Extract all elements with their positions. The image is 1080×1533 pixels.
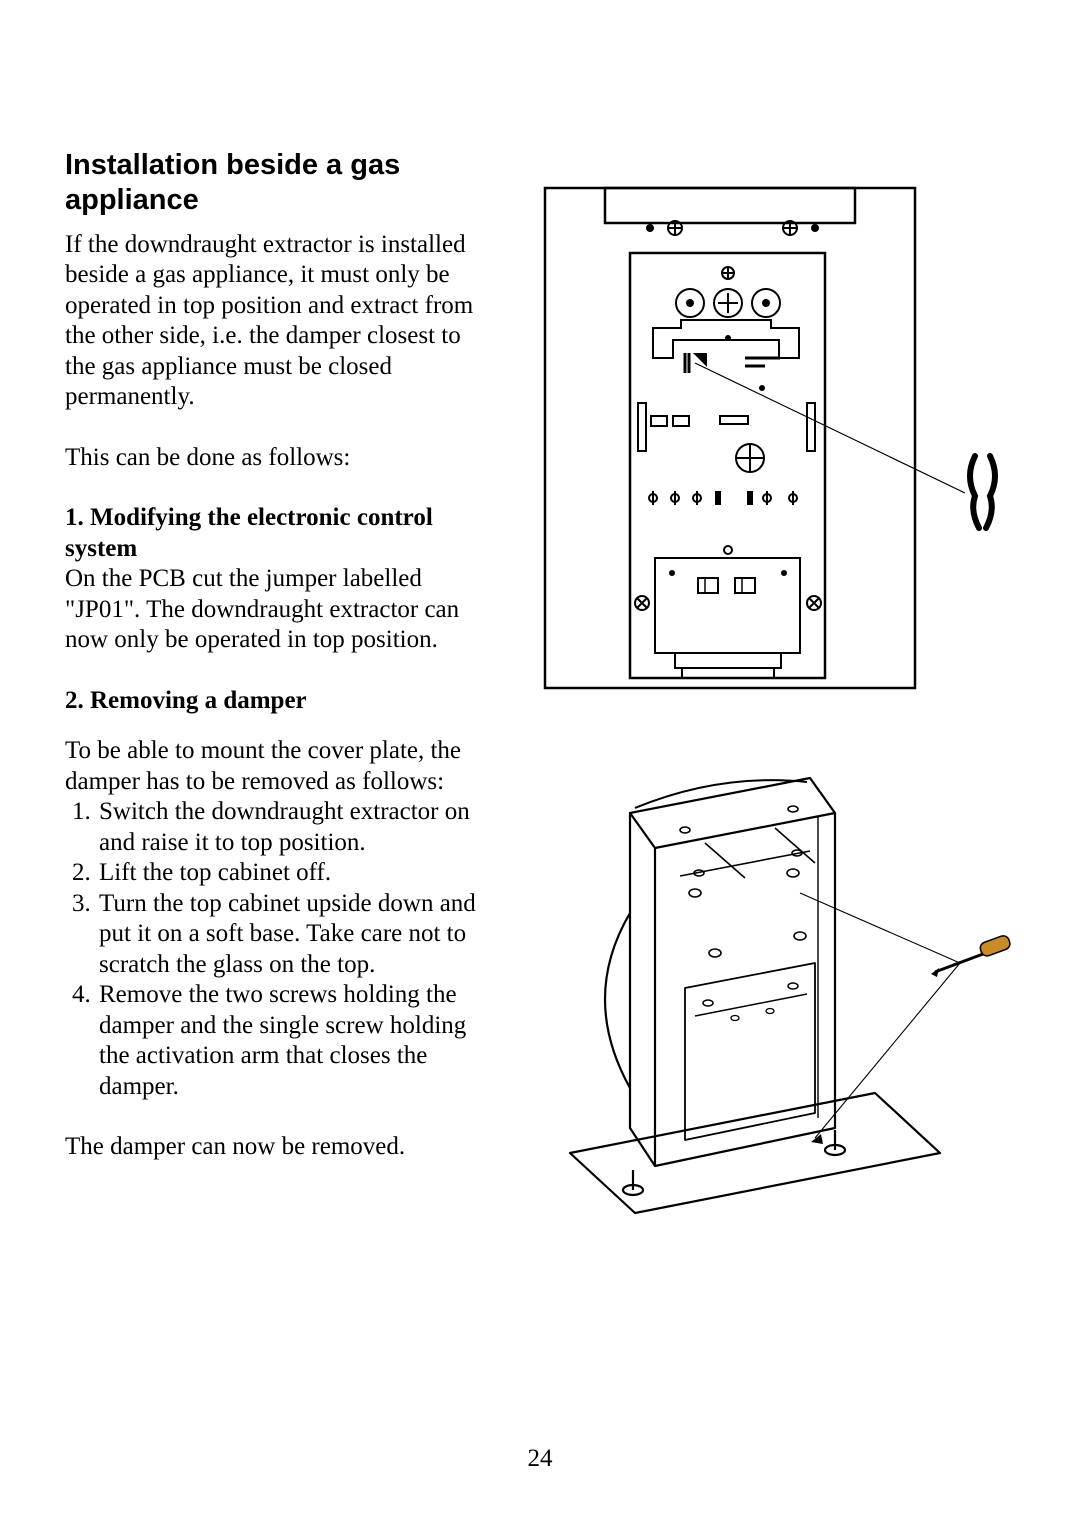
list-item: Remove the two screws holding the damper… xyxy=(97,980,485,1102)
two-column-layout: Installation beside a gas appliance If t… xyxy=(65,148,1015,1218)
step-1-block: 1. Modifying the electronic control syst… xyxy=(65,503,485,656)
text-column: Installation beside a gas appliance If t… xyxy=(65,148,485,1218)
step-2-list: Switch the downdraught extractor on and … xyxy=(65,797,485,1102)
list-item: Turn the top cabinet upside down and put… xyxy=(97,889,485,981)
wire-cutter-icon xyxy=(970,456,995,528)
intro-paragraph: If the downdraught extractor is installe… xyxy=(65,230,485,413)
pcb-diagram-svg xyxy=(535,178,1015,698)
figure-column xyxy=(535,148,1015,1218)
figure-pcb-jumper xyxy=(535,178,1015,698)
list-item: Lift the top cabinet off. xyxy=(97,858,485,889)
page-number: 24 xyxy=(0,1445,1080,1473)
step-1-body: On the PCB cut the jumper labelled "JP01… xyxy=(65,565,459,653)
lead-in-paragraph: This can be done as follows: xyxy=(65,443,485,474)
step-2-title-block: 2. Removing a damper xyxy=(65,686,485,717)
closing-paragraph: The damper can now be removed. xyxy=(65,1132,485,1163)
list-item: Switch the downdraught extractor on and … xyxy=(97,797,485,858)
manual-page: Installation beside a gas appliance If t… xyxy=(0,0,1080,1533)
figure-damper-removal xyxy=(535,758,1015,1218)
step-2-title: 2. Removing a damper xyxy=(65,687,307,714)
step-2-intro: To be able to mount the cover plate, the… xyxy=(65,736,485,797)
damper-diagram-svg xyxy=(535,758,1015,1218)
step-1-title: 1. Modifying the electronic control syst… xyxy=(65,504,433,562)
section-heading: Installation beside a gas appliance xyxy=(65,148,485,218)
